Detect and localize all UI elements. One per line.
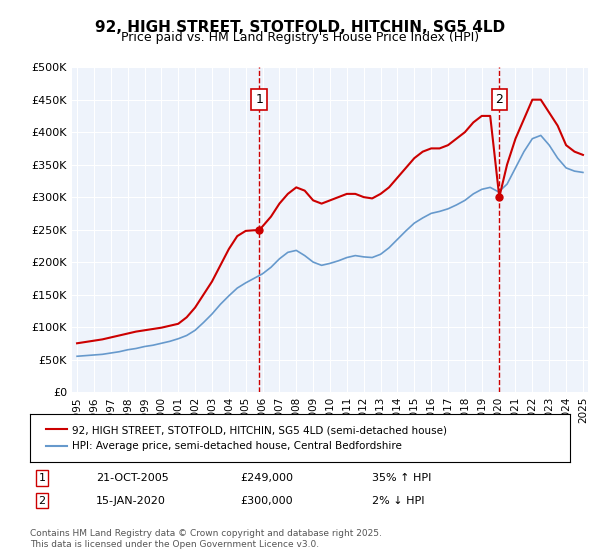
- Text: 92, HIGH STREET, STOTFOLD, HITCHIN, SG5 4LD: 92, HIGH STREET, STOTFOLD, HITCHIN, SG5 …: [95, 20, 505, 35]
- Text: Price paid vs. HM Land Registry's House Price Index (HPI): Price paid vs. HM Land Registry's House …: [121, 31, 479, 44]
- Text: 2% ↓ HPI: 2% ↓ HPI: [372, 496, 425, 506]
- Text: 15-JAN-2020: 15-JAN-2020: [96, 496, 166, 506]
- Text: 35% ↑ HPI: 35% ↑ HPI: [372, 473, 431, 483]
- Text: 1: 1: [255, 93, 263, 106]
- Text: 2: 2: [496, 93, 503, 106]
- Text: 2: 2: [38, 496, 46, 506]
- Text: £300,000: £300,000: [240, 496, 293, 506]
- Legend: 92, HIGH STREET, STOTFOLD, HITCHIN, SG5 4LD (semi-detached house), HPI: Average : 92, HIGH STREET, STOTFOLD, HITCHIN, SG5 …: [41, 420, 452, 456]
- Text: Contains HM Land Registry data © Crown copyright and database right 2025.
This d: Contains HM Land Registry data © Crown c…: [30, 529, 382, 549]
- Text: 21-OCT-2005: 21-OCT-2005: [96, 473, 169, 483]
- Text: 1: 1: [38, 473, 46, 483]
- Text: £249,000: £249,000: [240, 473, 293, 483]
